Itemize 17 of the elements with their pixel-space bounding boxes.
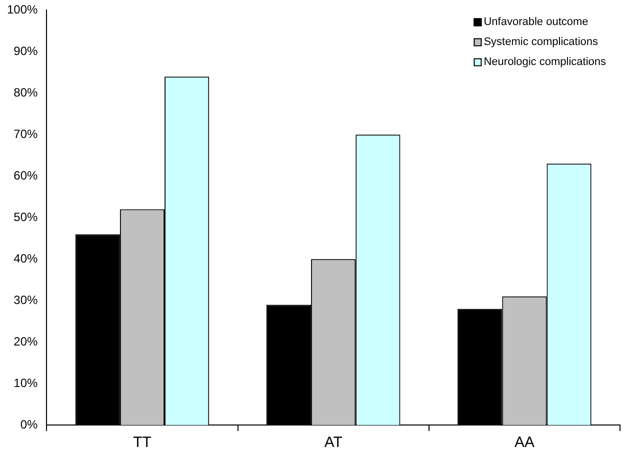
x-tick-label: TT [133, 434, 152, 452]
x-tick-label: AA [514, 434, 534, 452]
y-tick-label: 100% [6, 2, 38, 17]
y-tick-label: 50% [14, 210, 38, 224]
legend-label: Systemic complications [484, 36, 599, 48]
y-tick-label: 40% [14, 251, 38, 266]
y-tick-label: 0% [20, 417, 38, 432]
y-tick-label: 80% [14, 85, 38, 100]
y-tick-label: 10% [14, 376, 38, 390]
x-tick-label: AT [324, 434, 342, 452]
legend-label: Unfavorable outcome [484, 16, 588, 28]
y-tick-label: 60% [14, 168, 38, 182]
legend-label: Neurologic complications [484, 56, 606, 68]
y-tick-label: 70% [14, 126, 38, 141]
y-tick-label: 90% [14, 44, 38, 58]
y-tick-label: 20% [14, 334, 38, 348]
y-tick-label: 30% [14, 292, 38, 307]
